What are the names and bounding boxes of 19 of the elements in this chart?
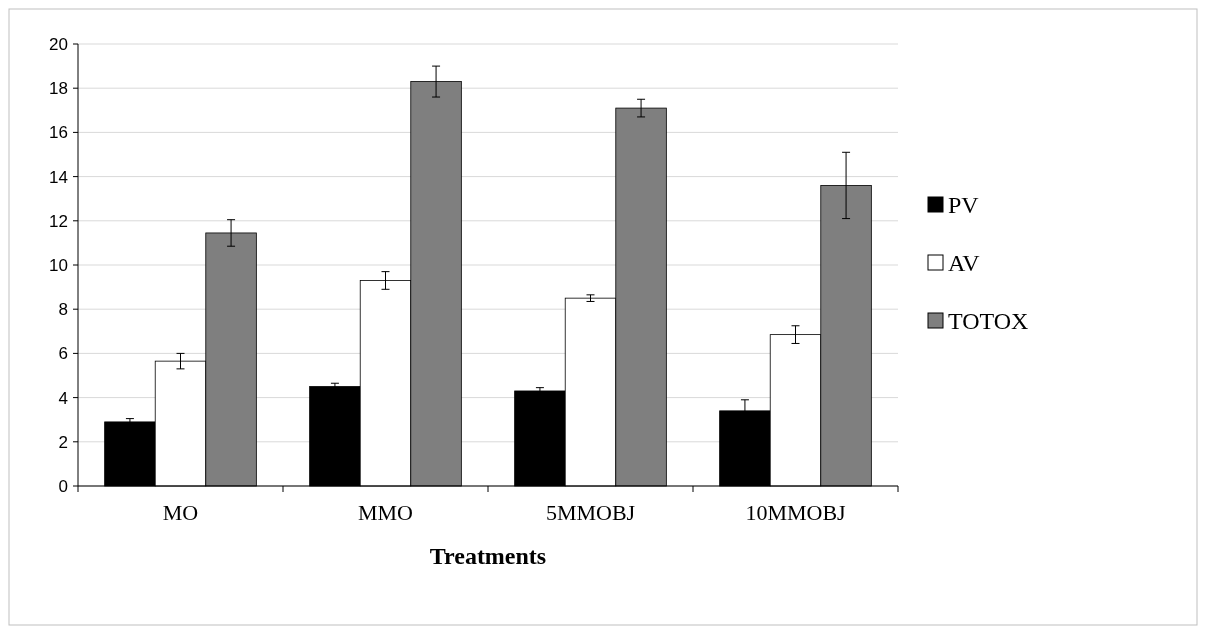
y-tick-label: 18 — [49, 79, 68, 99]
y-tick-label: 14 — [49, 167, 68, 187]
legend-label: TOTOX — [948, 308, 1029, 335]
y-tick-label: 10 — [49, 255, 68, 275]
x-tick-label: 5MMOBJ — [545, 500, 636, 525]
y-tick-label: 2 — [58, 432, 68, 452]
y-tick-label: 4 — [58, 388, 68, 408]
y-tick-label: 20 — [49, 34, 68, 54]
legend-label: PV — [948, 192, 980, 219]
x-tick-label: 10MMOBJ — [745, 500, 847, 525]
y-tick-label: 6 — [58, 344, 68, 364]
x-axis-title: Treatments — [429, 543, 547, 569]
y-tick-label: 12 — [49, 211, 68, 231]
y-tick-label: 0 — [58, 476, 68, 496]
legend-label: AV — [948, 250, 981, 277]
y-tick-label: 16 — [49, 123, 68, 143]
y-tick-label: 8 — [58, 300, 68, 320]
x-tick-label: MMO — [357, 500, 414, 525]
x-tick-label: MO — [162, 500, 199, 525]
